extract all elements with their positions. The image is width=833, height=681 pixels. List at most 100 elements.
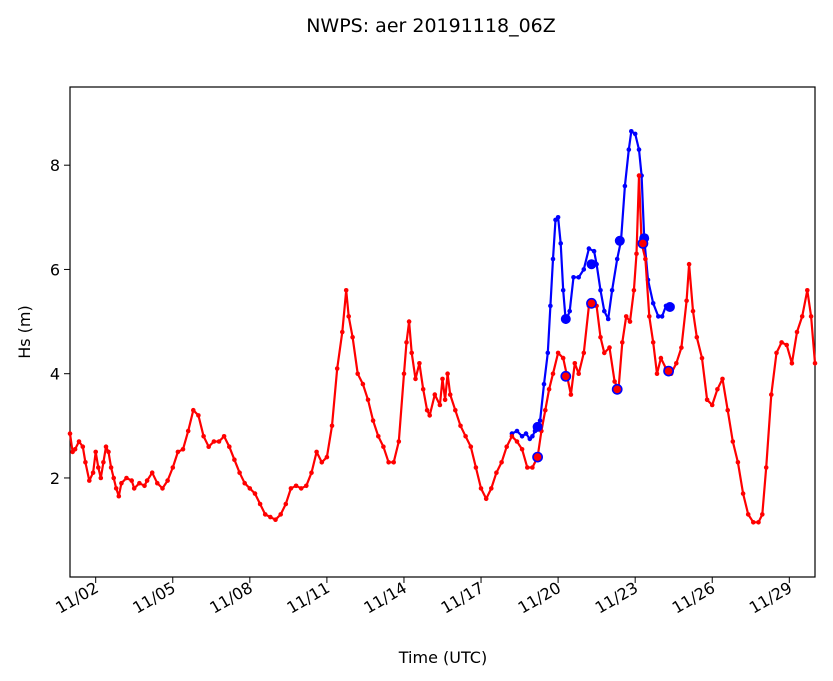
- data-point: [247, 486, 253, 491]
- data-point: [598, 288, 603, 293]
- data-point: [458, 423, 463, 429]
- data-point: [252, 491, 258, 496]
- data-point: [543, 407, 548, 413]
- highlight-marker: [637, 237, 649, 249]
- data-point: [149, 470, 155, 476]
- data-point: [699, 355, 705, 361]
- data-point: [537, 418, 543, 423]
- data-point: [659, 314, 665, 319]
- data-point: [185, 428, 191, 434]
- y-axis: 2 4 6 8: [50, 156, 70, 488]
- y-tick-label: 8: [50, 156, 60, 175]
- x-axis: 11/02 11/05 11/08 11/11 11/14 11/17 11/20 11/23…: [52, 577, 795, 618]
- data-point: [427, 413, 433, 418]
- data-point: [131, 486, 137, 491]
- data-point: [232, 457, 237, 463]
- highlight-marker: [532, 451, 543, 463]
- data-point: [808, 314, 814, 319]
- data-point: [90, 470, 96, 476]
- data-point: [643, 256, 648, 262]
- series-layer: [67, 129, 818, 525]
- data-point: [779, 340, 784, 345]
- data-point: [525, 465, 530, 470]
- data-point: [116, 493, 122, 499]
- data-point: [83, 460, 88, 465]
- data-point: [789, 361, 795, 366]
- data-point: [656, 314, 661, 319]
- data-point: [346, 314, 352, 319]
- y-tick-label: 2: [50, 469, 60, 488]
- data-point: [690, 308, 696, 314]
- data-point: [647, 314, 652, 319]
- data-point: [751, 520, 756, 525]
- data-point: [340, 329, 345, 335]
- data-point: [101, 460, 106, 465]
- data-point: [548, 303, 553, 309]
- x-tick-label: 11/14: [361, 578, 410, 618]
- data-point: [558, 241, 563, 246]
- data-point: [329, 423, 335, 429]
- data-point: [80, 444, 86, 450]
- data-point: [571, 275, 576, 280]
- chart-title: NWPS: aer 20191118_06Z: [306, 15, 556, 37]
- data-point: [314, 449, 319, 455]
- data-point: [519, 434, 525, 439]
- data-point: [769, 392, 774, 397]
- data-point: [489, 486, 494, 491]
- data-point: [409, 350, 415, 356]
- data-point: [350, 334, 355, 340]
- data-point: [160, 486, 165, 491]
- data-point: [745, 512, 751, 517]
- data-point: [550, 371, 556, 377]
- data-point: [304, 483, 309, 489]
- data-point: [165, 478, 170, 483]
- x-tick-label: 11/26: [669, 578, 718, 618]
- data-point: [96, 465, 101, 470]
- x-tick-label: 11/08: [206, 578, 255, 618]
- highlight-marker: [586, 259, 597, 270]
- data-point: [424, 407, 430, 413]
- data-point: [623, 314, 629, 319]
- data-point: [674, 361, 679, 366]
- data-point: [715, 387, 720, 392]
- y-tick-label: 4: [50, 365, 60, 384]
- data-point: [440, 376, 445, 382]
- data-point: [420, 387, 426, 392]
- data-point: [799, 314, 805, 319]
- data-point: [93, 449, 98, 455]
- data-point: [627, 319, 633, 324]
- data-point: [514, 428, 520, 434]
- data-point: [129, 478, 134, 483]
- data-point: [709, 402, 715, 408]
- data-point: [679, 345, 684, 350]
- data-point: [629, 129, 634, 134]
- data-point: [568, 392, 574, 397]
- data-point: [273, 517, 278, 522]
- data-point: [483, 496, 489, 502]
- data-point: [686, 261, 692, 267]
- data-point: [602, 308, 607, 314]
- data-point: [607, 345, 612, 350]
- data-point: [478, 486, 484, 491]
- data-point: [514, 439, 520, 444]
- data-point: [504, 444, 510, 450]
- data-point: [567, 308, 572, 314]
- highlight-marker: [614, 235, 625, 246]
- data-point: [612, 379, 617, 384]
- data-point: [447, 392, 453, 397]
- data-point: [591, 248, 597, 254]
- data-point: [694, 334, 700, 340]
- data-point: [634, 251, 639, 257]
- data-point: [103, 444, 109, 450]
- data-point: [324, 454, 330, 460]
- data-point: [555, 350, 561, 356]
- data-point: [98, 475, 104, 481]
- data-point: [576, 275, 581, 280]
- x-tick-label: 11/11: [283, 578, 332, 618]
- plot-area: [69, 86, 816, 578]
- data-point: [262, 512, 268, 517]
- data-point: [658, 355, 664, 361]
- data-point: [87, 478, 92, 483]
- data-point: [650, 301, 656, 306]
- data-point: [519, 447, 525, 452]
